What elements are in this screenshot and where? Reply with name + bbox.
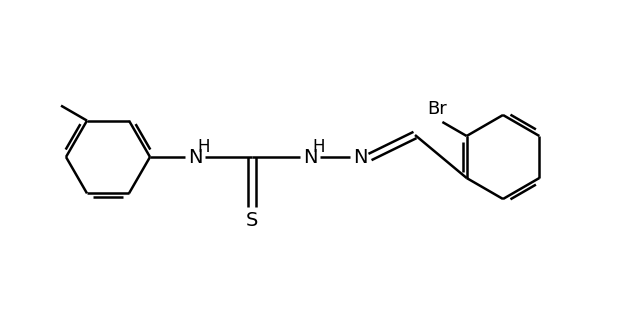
Text: N: N [303,148,317,166]
Text: S: S [246,212,258,230]
Text: Br: Br [428,100,447,118]
Text: H: H [198,138,211,156]
Text: H: H [313,138,325,156]
Text: N: N [188,148,202,166]
Text: N: N [353,148,367,166]
